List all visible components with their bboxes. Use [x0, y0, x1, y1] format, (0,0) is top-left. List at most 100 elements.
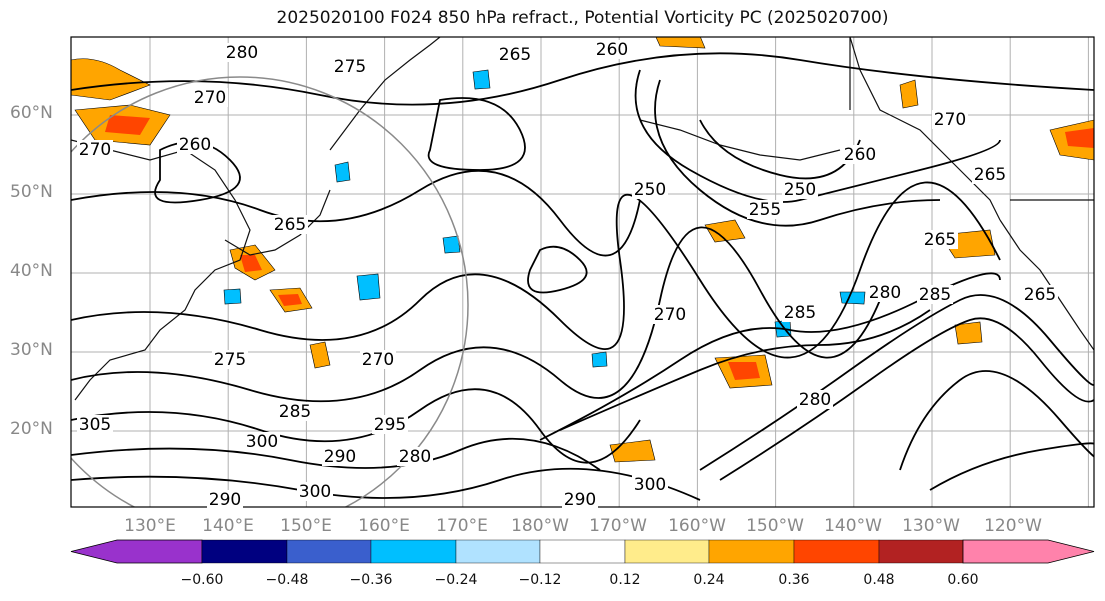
contour-label: 290	[209, 490, 241, 510]
pv-negative-area	[334, 161, 351, 183]
lon-label: 170°W	[589, 516, 647, 536]
contour-label-bg	[322, 447, 358, 466]
colorbar-segment	[624, 539, 710, 564]
contour-label: 275	[334, 57, 366, 77]
pv-positive-core	[728, 362, 760, 380]
contour-label-bg	[562, 490, 598, 509]
colorbar-tick-label: 0.12	[609, 572, 641, 588]
contour-label: 265	[274, 215, 306, 235]
lon-label: 150°E	[280, 516, 332, 536]
contour-label: 260	[596, 40, 628, 60]
coastline-aleutians	[639, 119, 841, 161]
pv-negative-area	[472, 69, 491, 90]
pv-negative-area	[442, 235, 461, 254]
lat-label: 50°N	[10, 182, 53, 202]
contour-label: 275	[214, 350, 246, 370]
colorbar-tick-label: −0.36	[349, 572, 393, 588]
pv-positive-area	[309, 341, 331, 369]
contour-label: 290	[564, 490, 596, 510]
contour-label: 300	[246, 432, 278, 452]
contour-label: 280	[399, 447, 431, 467]
contour-line	[427, 97, 526, 171]
contour-label: 250	[784, 180, 816, 200]
colorbar-tick-label: −0.48	[265, 572, 309, 588]
refractivity-contours	[71, 52, 1094, 501]
contour-label: 265	[924, 230, 956, 250]
contour-line	[71, 169, 641, 257]
contour-line	[71, 467, 701, 501]
coastline-kamchatka	[329, 37, 441, 151]
contour-label-bg	[1022, 285, 1058, 304]
contour-label-bg	[867, 283, 903, 302]
pv-negative-area	[356, 273, 381, 301]
contour-label-bg	[212, 350, 248, 369]
contour-line	[719, 317, 1094, 481]
colorbar-tick-label: −0.12	[518, 572, 562, 588]
contour-label-bg	[224, 43, 260, 62]
pv-positive-area	[899, 79, 919, 109]
contour-label: 250	[634, 180, 666, 200]
pv-positive-area	[71, 58, 151, 101]
contour-line	[634, 69, 1001, 203]
contour-label-bg	[497, 45, 533, 64]
contour-line	[71, 437, 601, 471]
lon-label: 140°E	[202, 516, 254, 536]
contour-label-bg	[797, 390, 833, 409]
lon-label: 170°E	[436, 516, 488, 536]
contour-label-bg	[372, 415, 408, 434]
coastline-alaska	[849, 37, 1001, 221]
lon-label: 160°E	[358, 516, 410, 536]
colorbar-tick-label: −0.60	[180, 572, 224, 588]
contour-label-bg	[397, 447, 433, 466]
map-title: 2025020100 F024 850 hPa refract., Potent…	[276, 8, 889, 28]
range-circle	[71, 76, 469, 507]
contour-label: 255	[749, 200, 781, 220]
colorbar-tick-label: −0.24	[434, 572, 478, 588]
contour-line	[559, 309, 931, 431]
contour-label: 285	[919, 285, 951, 305]
contour-line	[71, 52, 1094, 106]
pv-negative-area	[839, 291, 866, 305]
lat-label: 60°N	[10, 103, 53, 123]
contour-label-bg	[244, 432, 280, 451]
contour-label: 300	[299, 482, 331, 502]
lon-label: 150°W	[746, 516, 804, 536]
lon-label: 130°W	[902, 516, 960, 536]
contour-label: 265	[499, 45, 531, 65]
contour-label: 270	[194, 88, 226, 108]
contour-line	[539, 272, 1001, 441]
contour-line	[899, 370, 1094, 471]
contour-label-bg	[652, 305, 688, 324]
contour-label-bg	[917, 285, 953, 304]
contour-label: 260	[844, 145, 876, 165]
pv-positive-area	[704, 219, 746, 243]
contour-label: 295	[374, 415, 406, 435]
contour-line	[654, 79, 941, 227]
colorbar-extend-low	[70, 539, 203, 564]
colorbar-segment	[370, 539, 457, 564]
contour-label-bg	[922, 230, 958, 249]
pv-negative-area	[591, 351, 608, 368]
contour-label-bg	[77, 415, 113, 434]
contour-line	[71, 388, 641, 464]
contour-label: 265	[974, 165, 1006, 185]
lon-label: 180°W	[511, 516, 569, 536]
colorbar-segment	[878, 539, 964, 564]
lon-label: 140°W	[824, 516, 882, 536]
lon-label: 130°E	[124, 516, 176, 536]
contour-label-bg	[360, 350, 396, 369]
colorbar-tick-label: 0.36	[778, 572, 810, 588]
colorbar-tick-label: 0.48	[863, 572, 895, 588]
colorbar-tick-label: 0.60	[947, 572, 979, 588]
colorbar-segment	[793, 539, 880, 564]
contour-label: 270	[362, 350, 394, 370]
colorbar-segment	[455, 539, 541, 564]
coastline-japan	[224, 189, 331, 256]
contour-label: 290	[324, 447, 356, 467]
contour-line	[699, 294, 1094, 471]
lat-label: 20°N	[10, 419, 53, 439]
contour-line	[929, 442, 1094, 491]
colorbar-segments	[70, 539, 1095, 564]
